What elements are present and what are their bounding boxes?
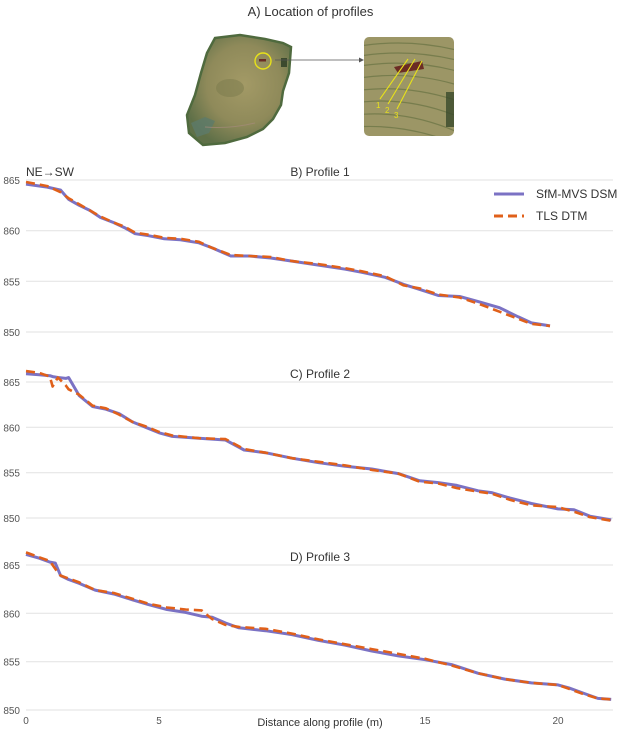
profile-3-chart: 850 855 860 865 D) Profile 3 0 5 15 20 [3,550,613,727]
direction-label: NE→SW [26,165,75,179]
inset-label-1: 1 [376,101,381,110]
profile-lines [379,58,423,110]
y-tick-label: 855 [3,277,20,288]
legend-tls-label: TLS DTM [536,209,587,223]
tls-dtm-line [25,180,551,328]
y-tick-label: 860 [3,227,20,238]
inset-zoom-image: 1 2 3 [364,37,454,136]
y-tick-label: 865 [3,378,20,389]
tls-dtm-line [25,369,612,522]
chart-title: B) Profile 1 [290,165,350,179]
y-tick-label: 860 [3,423,20,434]
x-tick-label: 0 [23,716,29,727]
sfm-mvs-dsm-line [25,552,612,701]
chart-title: D) Profile 3 [290,550,350,564]
tls-dtm-line [25,551,612,701]
y-tick-label: 865 [3,176,20,187]
zoom-arrow [275,57,364,63]
sfm-mvs-dsm-line [25,182,551,328]
x-tick-label: 5 [156,716,162,727]
panel-a-title: A) Location of profiles [247,4,374,19]
chart-title: C) Profile 2 [290,367,350,381]
x-tick-label: 20 [552,716,564,727]
profile-1-chart: 850 855 860 865 B) Profile 1 [3,165,613,339]
inset-label-3: 3 [394,111,399,120]
highlight-circle [254,52,272,70]
site-orthomosaic-image [185,33,293,147]
x-axis-label: Distance along profile (m) [257,717,382,729]
inset-label-2: 2 [385,106,390,115]
y-tick-label: 860 [3,609,20,620]
y-tick-label: 850 [3,514,20,525]
legend: SfM-MVS DSM TLS DTM [494,187,617,223]
y-tick-label: 850 [3,328,20,339]
y-tick-label: 855 [3,469,20,480]
y-tick-label: 850 [3,706,20,717]
legend-sfm-label: SfM-MVS DSM [536,187,617,201]
profile-2-chart: 850 855 860 865 C) Profile 2 [3,367,613,525]
x-tick-label: 15 [419,716,431,727]
y-tick-label: 855 [3,658,20,669]
y-tick-label: 865 [3,561,20,572]
sfm-mvs-dsm-line [25,372,612,522]
